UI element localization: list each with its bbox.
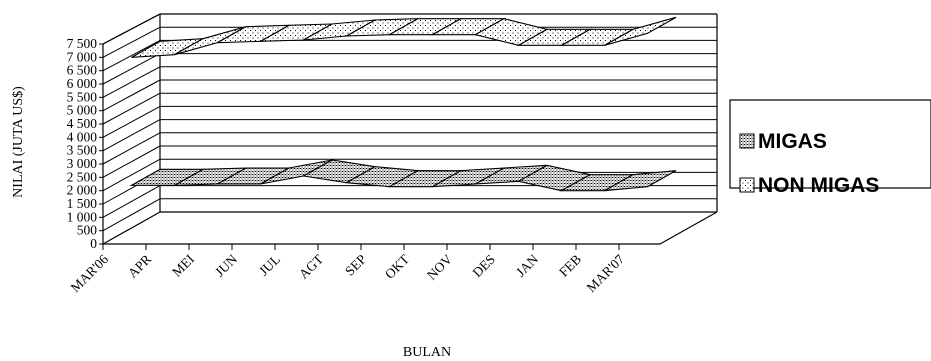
legend-swatch-non-migas [739, 177, 755, 193]
legend-label-migas: MIGAS [758, 130, 827, 153]
gridline-side [102, 13, 161, 45]
x-tick-label: AGT [296, 251, 327, 282]
gridline-side [102, 198, 161, 232]
series-non-migas-ribbon [131, 16, 677, 58]
y-tick-label: 1 000 [67, 209, 98, 224]
legend-box [729, 99, 931, 189]
x-tick-label: JUL [256, 252, 283, 279]
y-tick-label: 5 000 [67, 103, 98, 118]
legend-swatch-migas [739, 133, 755, 149]
x-tick-label: MEI [169, 251, 197, 279]
y-tick-label: 7 500 [67, 36, 98, 51]
x-tick-label: SEP [342, 252, 369, 279]
x-tick-label: DES [469, 252, 498, 281]
floor-right-edge [659, 211, 718, 245]
y-axis-title: NILAI (JUTA US$) [11, 86, 26, 198]
y-tick-label: 2 500 [67, 169, 98, 184]
gridline-side [102, 79, 161, 112]
legend-label-non-migas: NON MIGAS [758, 174, 879, 197]
x-tick-label: OKT [382, 251, 413, 282]
gridline-side [102, 105, 161, 138]
gridline-side [102, 53, 161, 85]
series-migas-ribbon [129, 159, 677, 192]
gridline-side [102, 119, 161, 152]
legend: MIGAS NON MIGAS [729, 99, 931, 197]
x-tick-label: APR [125, 252, 154, 281]
x-axis-title: BULAN [403, 345, 451, 360]
x-tick-label: NOV [424, 251, 455, 282]
gridline-side [102, 185, 161, 218]
x-tick-label: MAR'07 [583, 251, 627, 295]
gridline-side [102, 145, 161, 178]
x-tick-label: JUN [212, 251, 240, 279]
y-tick-label: 3 000 [67, 156, 98, 171]
gridline-side [102, 26, 161, 58]
gridline-side [102, 39, 161, 72]
gridline-side [102, 66, 161, 98]
gridline-side [102, 92, 161, 125]
y-tick-label: 5 500 [67, 89, 98, 104]
y-tick-label: 3 500 [67, 143, 98, 158]
y-tick-label: 0 [90, 236, 97, 251]
y-tick-label: 4 500 [67, 116, 98, 131]
ribbon-segment [604, 170, 677, 192]
y-tick-label: 6 500 [67, 63, 98, 78]
x-tick-label: MAR'06 [67, 251, 111, 295]
y-tick-label: 6 000 [67, 76, 98, 91]
ribbon-segment [604, 16, 677, 46]
series-ribbons [129, 16, 677, 192]
x-axis-ticks: MAR'06 APR MEI JUN JUL AGT SEP OKT NOV DES JAN FEB M… [67, 244, 627, 295]
y-tick-label: 500 [77, 223, 98, 238]
y-tick-label: 4 000 [67, 129, 98, 144]
gridline-side [102, 158, 161, 192]
x-tick-label: JAN [513, 251, 541, 279]
gridline-side [102, 132, 161, 165]
y-tick-label: 2 000 [67, 183, 98, 198]
floor-left-edge [102, 211, 161, 245]
y-tick-label: 1 500 [67, 196, 98, 211]
y-tick-label: 7 000 [67, 49, 98, 64]
x-tick-label: FEB [556, 252, 584, 280]
